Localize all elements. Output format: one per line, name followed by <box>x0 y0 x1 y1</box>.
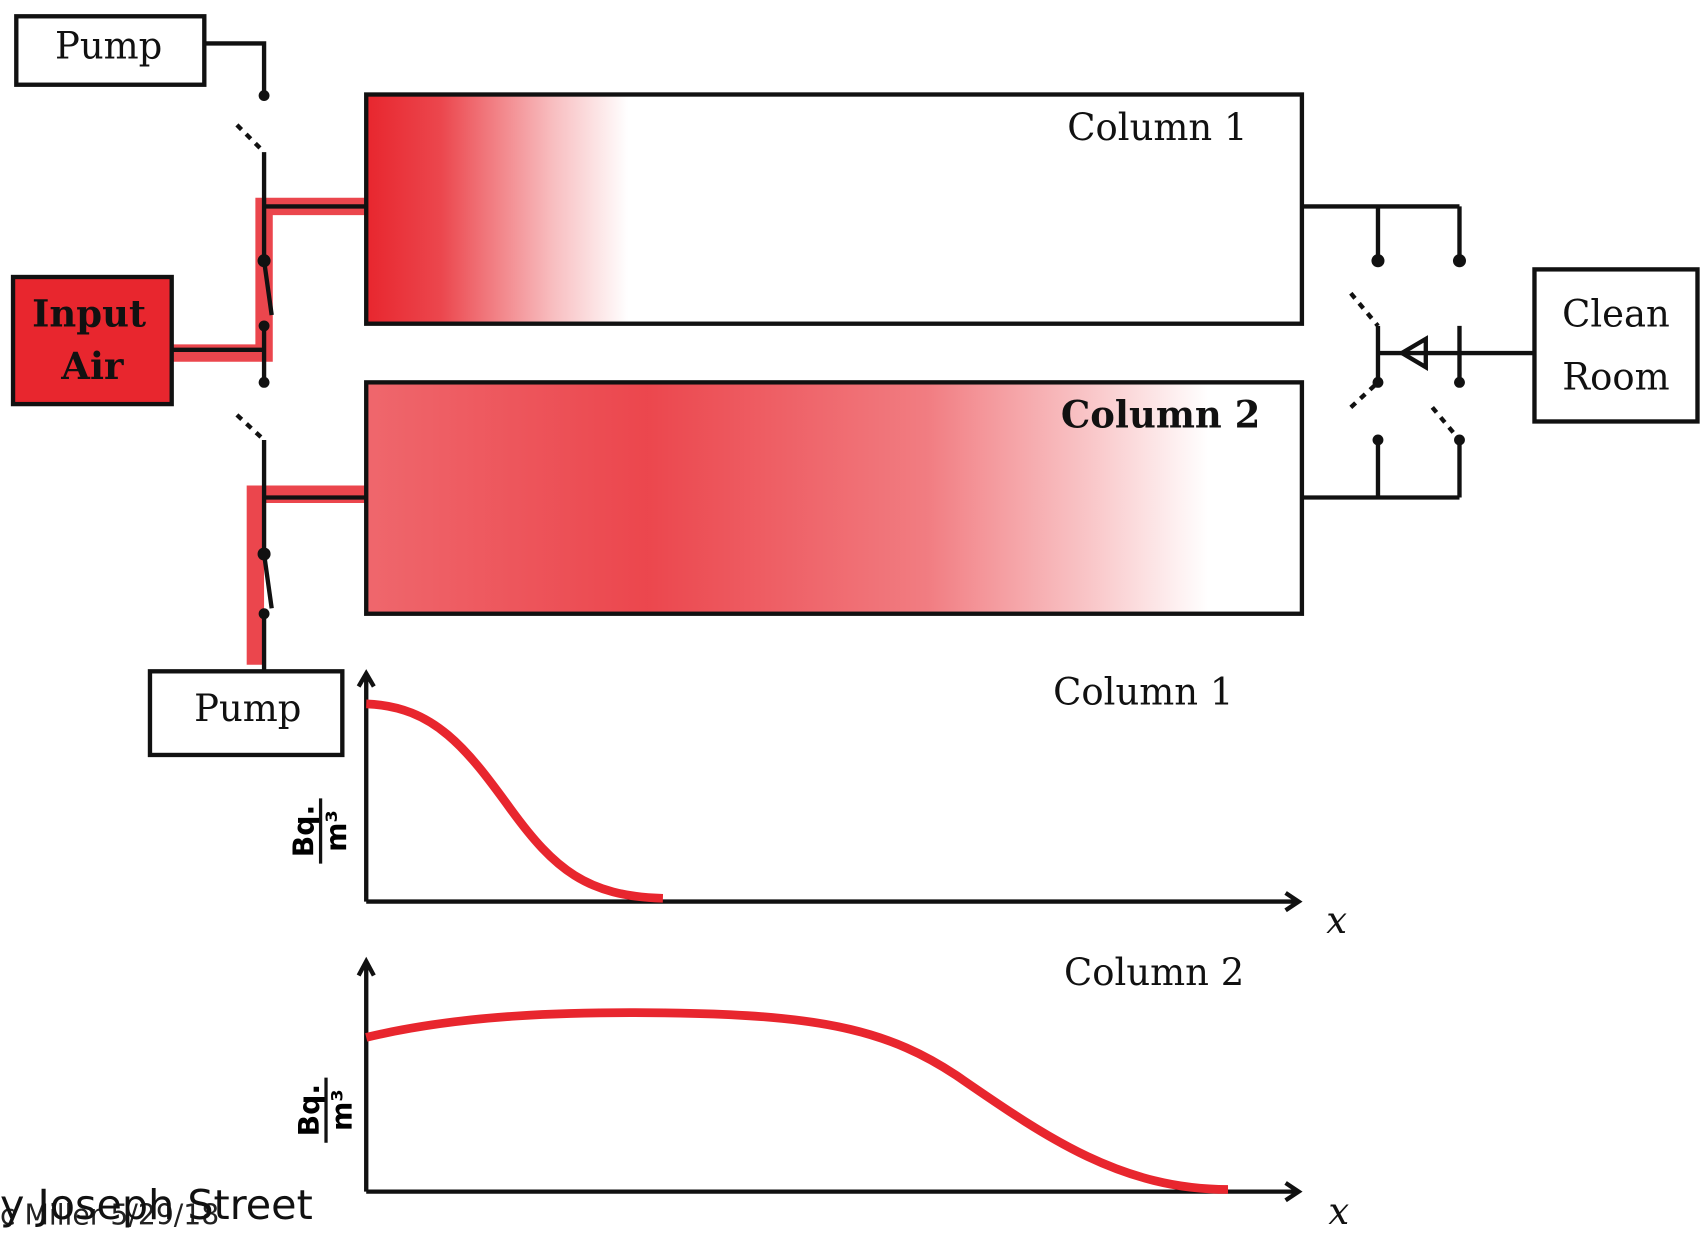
junctions <box>257 90 271 620</box>
plot-axes <box>356 956 1303 1203</box>
plot-title: Column 2 <box>1064 951 1244 994</box>
active-air-path <box>171 197 367 362</box>
pump-box <box>14 14 207 87</box>
wire <box>1301 204 1535 500</box>
footer-credit: c Miller 5/29/18 <box>0 1199 219 1232</box>
input-air-box <box>10 274 174 407</box>
concentration-curve <box>366 699 664 903</box>
column-1-label: Column 1 <box>1067 106 1247 149</box>
clean-room-label: Clean <box>1562 293 1670 336</box>
x-axis-label: x <box>1326 899 1347 942</box>
input-air-label: Input <box>32 292 146 336</box>
y-axis-label-bottom: m³ <box>320 810 353 852</box>
active-pump-path <box>246 485 367 665</box>
wire <box>261 439 367 672</box>
pump-box <box>147 669 345 758</box>
input-air-label: Air <box>60 344 124 388</box>
concentration-curve <box>365 1008 1229 1194</box>
switch <box>235 413 266 442</box>
y-axis-label-top: Bq. <box>287 805 320 857</box>
plot-title: Column 1 <box>1053 671 1233 714</box>
clean-room-label: Room <box>1562 356 1669 399</box>
plot-axes <box>356 669 1303 913</box>
y-axis-label-bottom: m³ <box>325 1089 358 1131</box>
y-axis-label-top: Bq. <box>293 1084 326 1136</box>
footer-credit: y Joseph Street <box>0 1181 313 1229</box>
junctions <box>1371 254 1467 446</box>
column-2-label: Column 2 <box>1061 393 1260 437</box>
pump-label: Pump <box>55 24 162 67</box>
y-axis-label: Bq. m³ <box>287 798 353 864</box>
x-axis-label: x <box>1328 1190 1349 1233</box>
switch <box>235 123 266 154</box>
column-1 <box>364 92 1305 326</box>
clean-room-box <box>1532 267 1700 424</box>
check-valve <box>1397 335 1428 371</box>
y-axis-label: Bq. m³ <box>293 1077 358 1143</box>
pump-label: Pump <box>194 687 301 730</box>
wire <box>204 41 267 96</box>
switch <box>1349 291 1462 442</box>
column-2 <box>364 380 1305 616</box>
